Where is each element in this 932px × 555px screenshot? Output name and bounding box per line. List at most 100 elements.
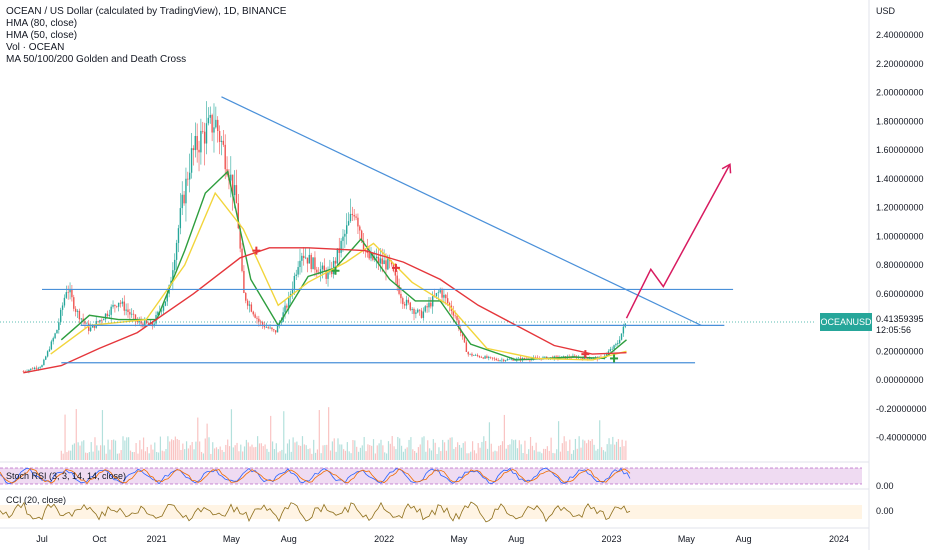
projection-path[interactable] [625,164,731,319]
candle-body [609,349,612,352]
volume-bar [113,439,115,460]
volume-bar [350,453,352,460]
volume-bar [107,439,109,460]
volume-bar [569,439,571,460]
volume-bar [208,437,210,460]
candle-body [213,127,215,133]
volume-bar [298,445,300,460]
volume-bar [314,452,317,460]
volume-bar [567,450,569,460]
volume-bar [367,444,369,460]
volume-bar [479,447,481,460]
volume-bar [500,445,502,460]
volume-bar [96,445,98,460]
volume-bar [563,436,565,460]
volume-bar [337,438,339,460]
candle-body [245,293,247,301]
bar-countdown: 12:05:56 [876,325,912,335]
candle-body [506,359,509,361]
candle-body [617,343,619,345]
candle-body [605,353,608,356]
candle-body [181,194,183,209]
legend-hma80[interactable]: HMA (80, close) [6,18,78,29]
candle-body [175,242,178,260]
volume-bar [150,444,152,460]
last-price-value: 0.41359395 [876,314,924,324]
volume-bar [77,442,79,460]
candle-body [499,360,501,361]
legend-volume[interactable]: Vol · OCEAN [6,42,65,53]
candle-body [482,357,484,359]
candle-body [443,294,445,298]
y-tick-label: -0.20000000 [876,404,927,414]
volume-bar [539,451,541,460]
volume-bar [283,411,285,460]
candle-body [360,230,363,241]
trend-lines[interactable] [42,96,734,364]
candle-body [203,131,206,144]
volume-bar [591,439,593,460]
candle-body [207,117,210,124]
volume-bar [81,441,83,460]
projection-arrow[interactable] [625,163,732,319]
candle-body [112,304,114,307]
candle-body [33,367,36,370]
x-tick-label: Jul [36,534,48,544]
candle-body [116,306,118,307]
volume-bar [363,436,365,460]
volume-bar [94,437,96,460]
candle-body [415,312,417,314]
volume-bar [602,450,605,460]
volume-bar [468,453,470,460]
descending-trendline[interactable] [221,96,702,326]
volume-bar [354,440,356,460]
volume-bar [270,415,272,460]
volume-bar [343,449,345,460]
legend-ma-cross[interactable]: MA 50/100/200 Golden and Death Cross [6,54,187,65]
candle-body [299,260,301,268]
legend-title[interactable]: OCEAN / US Dollar (calculated by Trading… [6,6,287,17]
volume-bar [236,442,238,460]
candle-body [375,256,378,259]
candle-body [357,217,359,227]
legend-hma50[interactable]: HMA (50, close) [6,30,78,41]
candle-body [589,358,591,360]
candle-body [239,228,241,249]
candle-body [407,299,410,303]
volume-bar [116,453,119,460]
volume-bar [313,439,315,460]
candle-body [437,292,440,294]
volume-bar [86,453,89,460]
indicator-lines [23,170,627,374]
candle-body [476,354,479,356]
candle-body [529,359,531,361]
volume-bar [296,441,298,460]
volume-bar [324,445,326,460]
candle-body [106,313,109,316]
volume-bar [473,450,476,460]
volume-bar [406,447,408,460]
candle-body [129,312,131,315]
x-tick-label: Aug [281,534,297,544]
volume-bar [197,417,199,460]
candle-body [435,293,438,297]
candle-body [534,357,537,358]
candle-body [202,130,204,132]
candle-body [145,320,148,324]
volume-bar [122,436,124,460]
candle-body [190,148,193,173]
candle-body [377,256,380,264]
volume-bar [475,453,477,460]
volume-bar [582,439,584,460]
candle-body [327,272,329,279]
candle-body [284,305,286,313]
volume-bar [344,450,347,460]
volume-bar [157,452,160,460]
candle-body [166,293,168,302]
candle-body [248,304,251,306]
volume-bar [455,447,457,460]
candle-body [41,365,43,368]
candle-body [349,213,352,222]
candle-body [134,314,137,321]
